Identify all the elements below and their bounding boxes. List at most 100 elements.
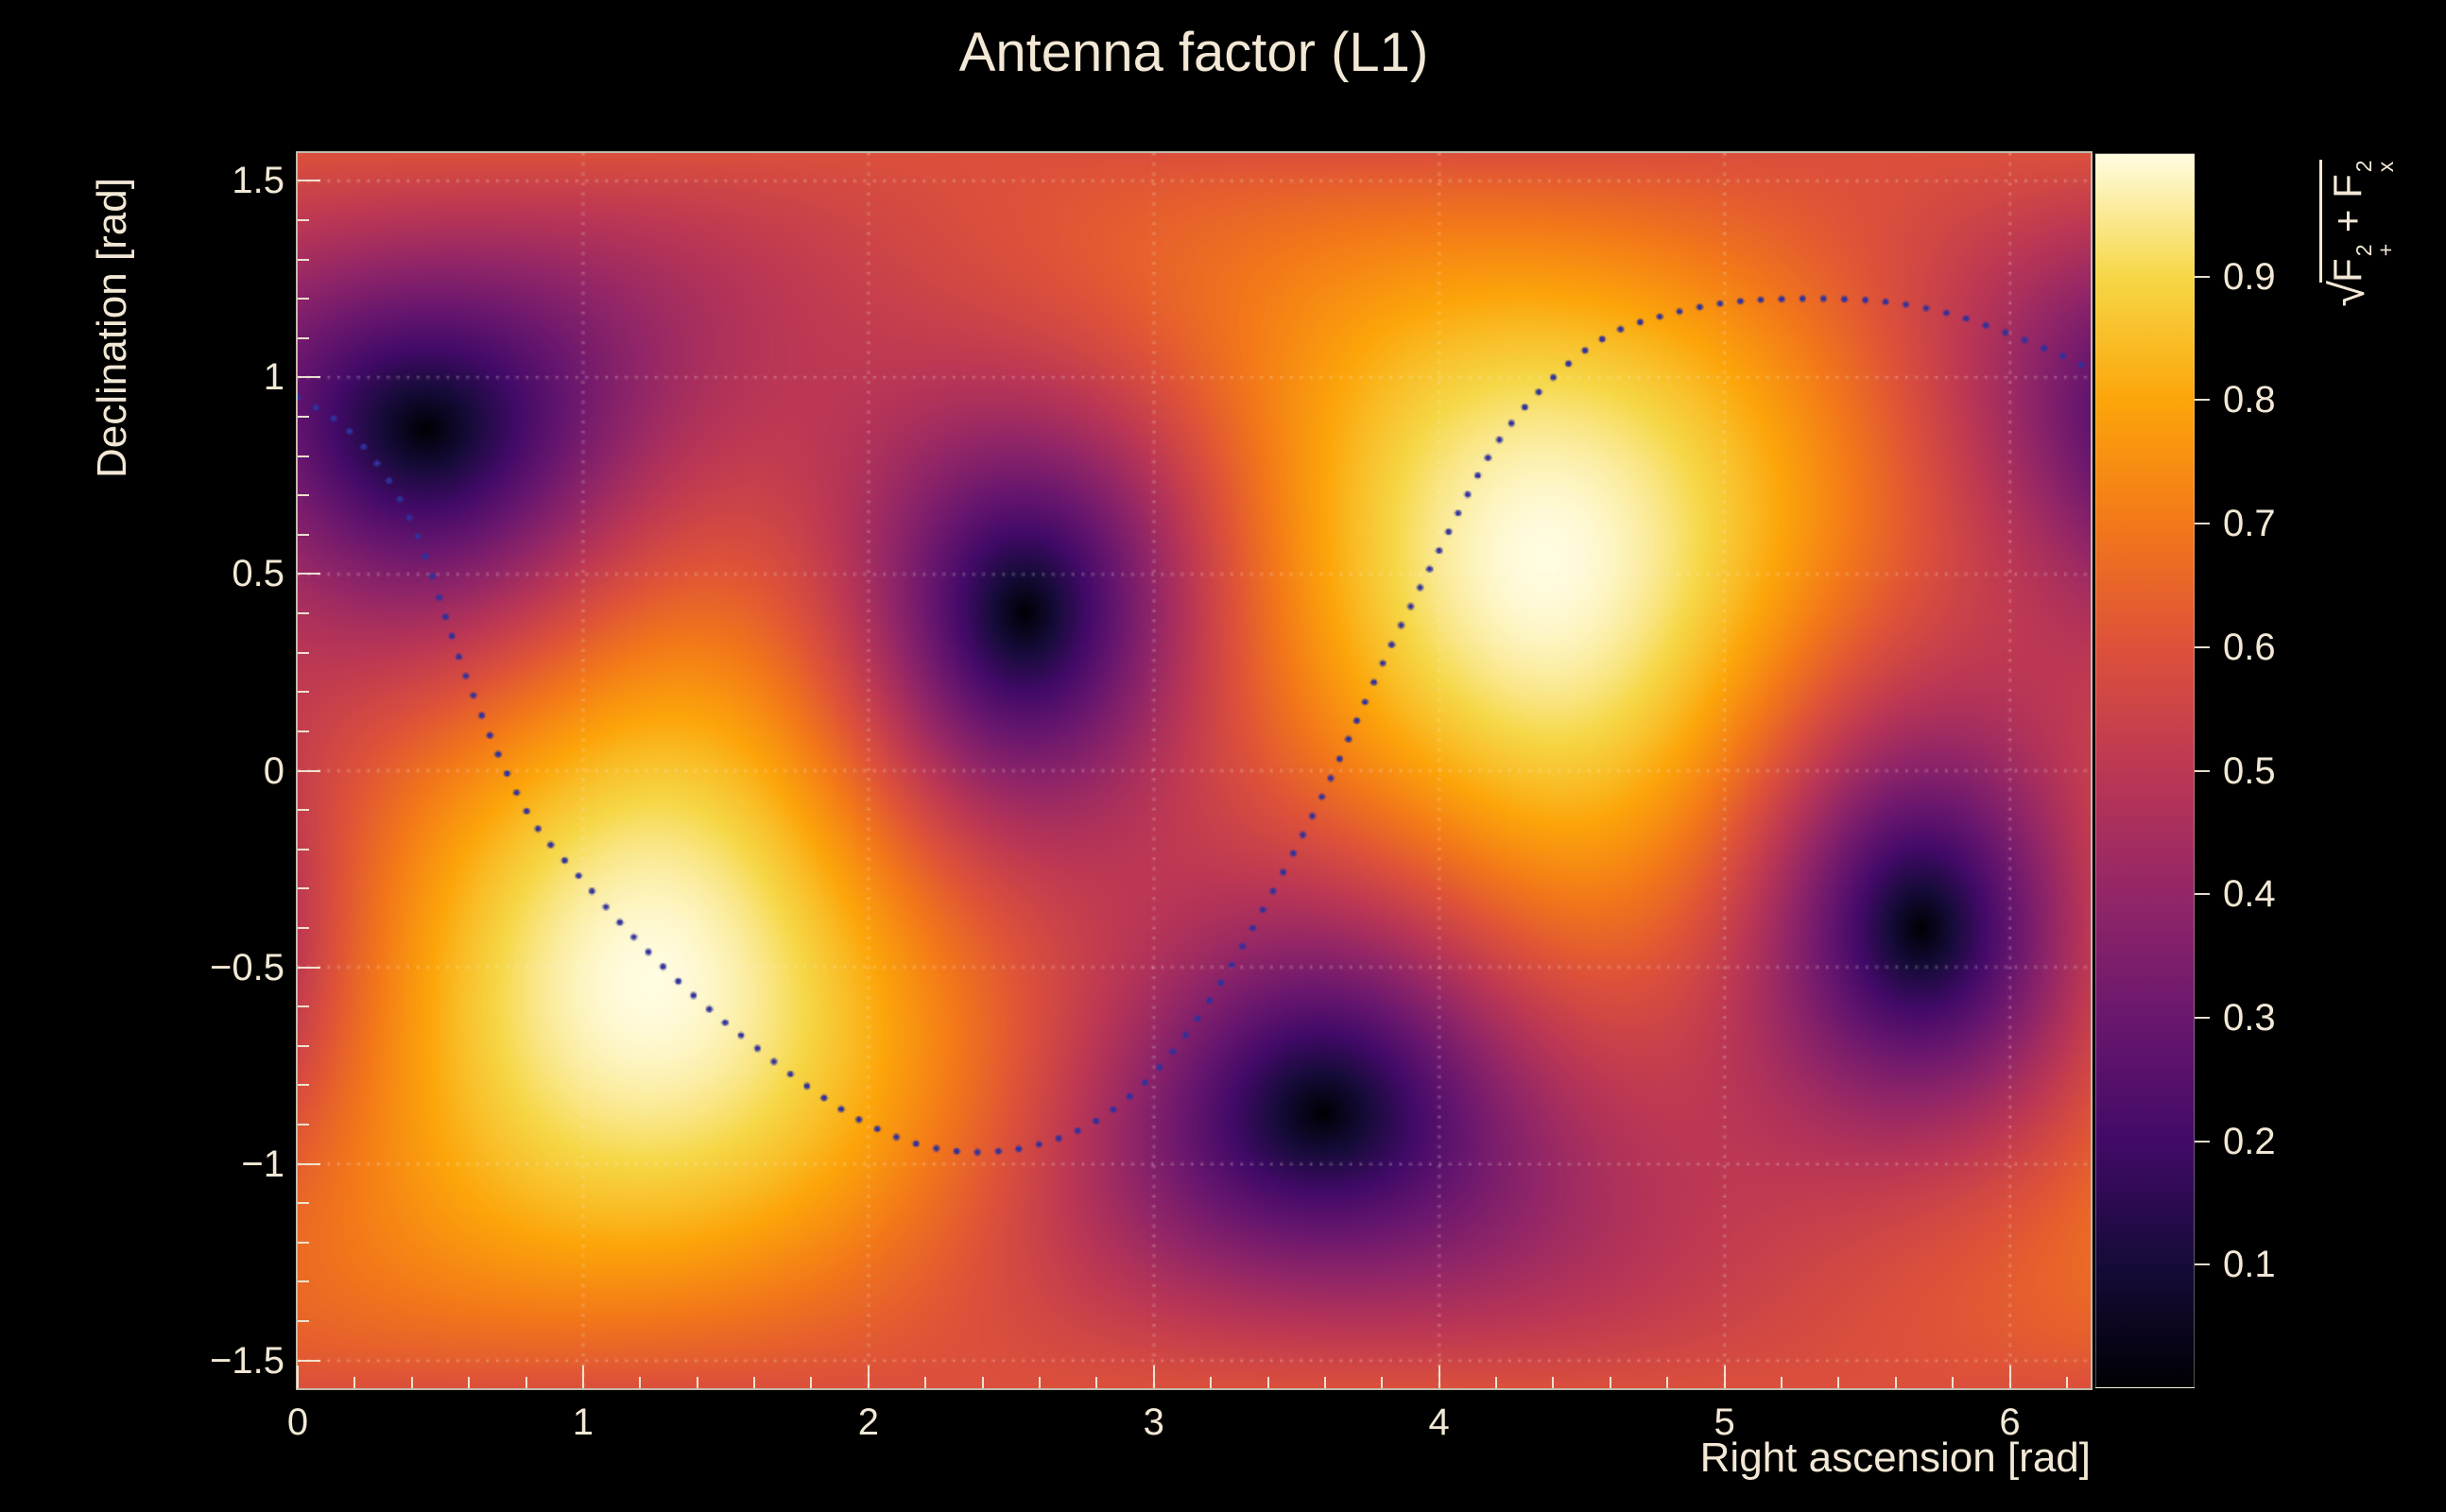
- y-tick-label: 0: [263, 749, 284, 792]
- y-tick-label: 1: [263, 356, 284, 399]
- x-minor-tick: [1266, 1377, 1269, 1388]
- y-major-tick: [298, 769, 320, 772]
- colorbar-tick: [2195, 523, 2210, 525]
- y-tick-label: −0.5: [210, 946, 284, 988]
- x-minor-tick: [1837, 1377, 1840, 1388]
- y-minor-tick: [298, 730, 309, 732]
- x-minor-tick: [753, 1377, 756, 1388]
- y-tick-label: −1.5: [210, 1339, 284, 1382]
- colorbar-tick-label: 0.6: [2223, 626, 2276, 668]
- x-major-tick: [1723, 1366, 1726, 1388]
- sqrt-symbol: √: [2320, 280, 2374, 307]
- x-minor-tick: [1095, 1377, 1098, 1388]
- colorbar-tick: [2195, 893, 2210, 896]
- x-minor-tick: [1038, 1377, 1041, 1388]
- x-minor-tick: [1952, 1377, 1955, 1388]
- x-minor-tick: [1609, 1377, 1611, 1388]
- y-minor-tick: [298, 691, 309, 694]
- y-minor-tick: [298, 848, 309, 850]
- y-major-tick: [298, 376, 320, 379]
- x-minor-tick: [1323, 1377, 1326, 1388]
- plot-frame: [296, 151, 2093, 1390]
- y-minor-tick: [298, 494, 309, 497]
- x-major-tick: [297, 1366, 299, 1388]
- y-tick-label: 0.5: [232, 553, 284, 595]
- y-minor-tick: [298, 1084, 309, 1087]
- y-axis-title: Declination [rad]: [89, 178, 135, 478]
- f-term: F 2 +: [2325, 243, 2398, 283]
- x-axis-title: Right ascension [rad]: [1699, 1435, 2091, 1481]
- y-minor-tick: [298, 887, 309, 890]
- x-major-tick: [867, 1366, 870, 1388]
- y-major-tick: [298, 180, 320, 182]
- y-minor-tick: [298, 926, 309, 929]
- x-minor-tick: [525, 1377, 527, 1388]
- x-minor-tick: [696, 1377, 698, 1388]
- y-tick-label: −1: [241, 1143, 284, 1185]
- x-tick-label: 0: [286, 1401, 309, 1443]
- supsub-stack: 2 +: [2351, 243, 2398, 257]
- y-major-tick: [298, 966, 320, 969]
- y-tick-label: 1.5: [232, 160, 284, 202]
- y-minor-tick: [298, 336, 309, 339]
- x-major-tick: [1438, 1366, 1440, 1388]
- colorbar-tick-label: 0.1: [2223, 1244, 2276, 1286]
- y-minor-tick: [298, 455, 309, 457]
- x-minor-tick: [1381, 1377, 1384, 1388]
- x-major-tick: [2008, 1366, 2011, 1388]
- colorbar-tick: [2195, 1263, 2210, 1266]
- y-minor-tick: [298, 1241, 309, 1244]
- colorbar-tick-label: 0.4: [2223, 873, 2276, 916]
- colorbar-tick: [2195, 399, 2210, 402]
- y-minor-tick: [298, 298, 309, 301]
- x-minor-tick: [1666, 1377, 1669, 1388]
- colorbar-tick-label: 0.2: [2223, 1120, 2276, 1162]
- superscript: 2: [2351, 160, 2376, 173]
- y-major-tick: [298, 573, 320, 576]
- x-minor-tick: [924, 1377, 927, 1388]
- x-minor-tick: [1894, 1377, 1897, 1388]
- x-minor-tick: [468, 1377, 471, 1388]
- x-tick-label: 2: [857, 1401, 879, 1443]
- y-minor-tick: [298, 416, 309, 419]
- x-major-tick: [1152, 1366, 1155, 1388]
- colorbar-tick-label: 0.8: [2223, 379, 2276, 421]
- heatmap-canvas: [298, 153, 2091, 1388]
- y-minor-tick: [298, 1319, 309, 1322]
- x-minor-tick: [410, 1377, 413, 1388]
- colorbar-tick: [2195, 1016, 2210, 1019]
- y-minor-tick: [298, 1202, 309, 1205]
- x-minor-tick: [353, 1377, 356, 1388]
- y-minor-tick: [298, 219, 309, 222]
- y-minor-tick: [298, 1123, 309, 1125]
- colorbar: [2095, 153, 2195, 1388]
- superscript: 2: [2351, 244, 2376, 257]
- y-minor-tick: [298, 1005, 309, 1008]
- x-major-tick: [581, 1366, 584, 1388]
- x-minor-tick: [1780, 1377, 1783, 1388]
- y-minor-tick: [298, 1280, 309, 1283]
- colorbar-tick-label: 0.5: [2223, 749, 2276, 792]
- colorbar-tick-label: 0.3: [2223, 996, 2276, 1039]
- y-minor-tick: [298, 809, 309, 812]
- y-major-tick: [298, 1162, 320, 1165]
- y-minor-tick: [298, 1044, 309, 1047]
- chart-title: Antenna factor (L1): [958, 22, 1429, 83]
- x-minor-tick: [2065, 1377, 2068, 1388]
- subscript: +: [2372, 243, 2398, 257]
- x-tick-label: 4: [1428, 1401, 1450, 1443]
- x-tick-label: 6: [1999, 1401, 2021, 1443]
- colorbar-tick: [2195, 1140, 2210, 1143]
- y-minor-tick: [298, 651, 309, 654]
- x-tick-label: 1: [572, 1401, 594, 1443]
- x-minor-tick: [1495, 1377, 1498, 1388]
- plus-operator: +: [2325, 198, 2370, 244]
- x-tick-label: 5: [1714, 1401, 1735, 1443]
- x-minor-tick: [981, 1377, 984, 1388]
- colorbar-tick: [2195, 769, 2210, 772]
